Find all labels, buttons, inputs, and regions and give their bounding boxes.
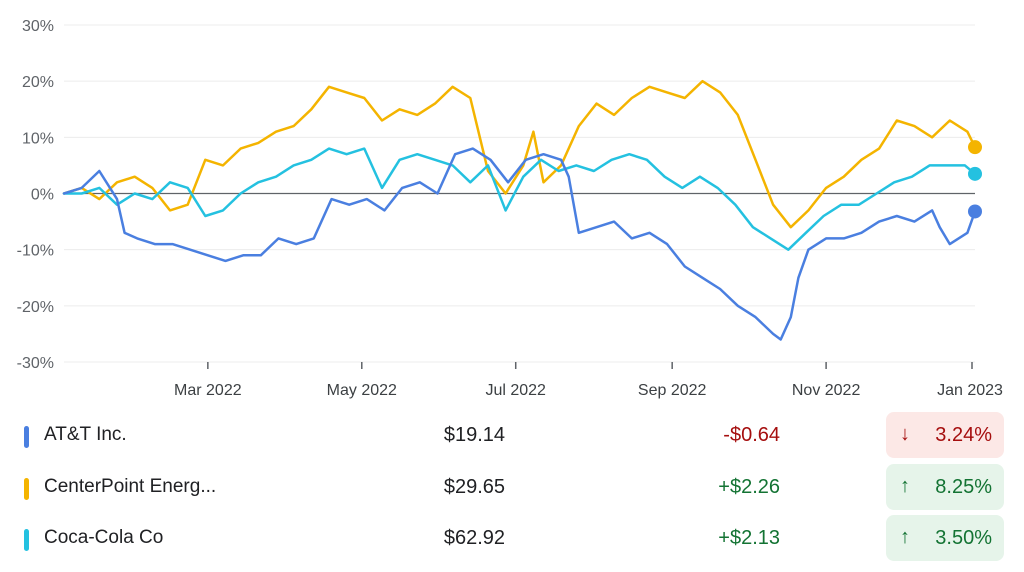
stock-price: $29.65 <box>443 476 505 498</box>
legend-row[interactable]: Coca-Cola Co $62.92 +$2.13 ↑ 3.50% <box>0 515 1024 563</box>
percent-change-badge: ↓ 3.24% <box>886 412 1004 458</box>
series-end-point <box>968 166 982 181</box>
chart-series <box>62 79 982 341</box>
y-axis: 30% 20% 10% 0% -10% -20% -30% <box>17 18 54 372</box>
y-tick-label: 10% <box>22 130 54 147</box>
stock-change: -$0.64 <box>723 424 780 446</box>
stock-name: Coca-Cola Co <box>44 527 164 548</box>
y-tick-label: 20% <box>22 74 54 91</box>
y-tick-label: -30% <box>17 355 54 372</box>
x-tick-label: Nov 2022 <box>792 382 861 399</box>
y-tick-label: 0% <box>31 187 54 204</box>
x-tick-label: May 2022 <box>327 382 397 399</box>
y-tick-label: -20% <box>17 299 54 316</box>
legend-row[interactable]: AT&T Inc. $19.14 -$0.64 ↓ 3.24% <box>0 412 1024 460</box>
stock-change: +$2.13 <box>718 527 780 549</box>
percent-change-badge: ↑ 3.50% <box>886 515 1004 561</box>
percent-change-badge: ↑ 8.25% <box>886 464 1004 510</box>
x-axis: Mar 2022 May 2022 Jul 2022 Sep 2022 Nov 2022… <box>174 362 1003 399</box>
series-color-swatch <box>24 529 29 551</box>
legend-row[interactable]: CenterPoint Energ... $29.65 +$2.26 ↑ 8.2… <box>0 464 1024 512</box>
stock-price: $62.92 <box>443 527 505 549</box>
percent-change: 8.25% <box>935 476 992 498</box>
arrow-down-icon: ↓ <box>900 423 910 445</box>
x-tick-label: Mar 2022 <box>174 382 242 399</box>
arrow-up-icon: ↑ <box>900 475 910 497</box>
series-color-swatch <box>24 478 29 500</box>
y-tick-label: 30% <box>22 18 54 35</box>
stock-price: $19.14 <box>443 424 505 446</box>
percent-change: 3.24% <box>935 424 992 446</box>
arrow-up-icon: ↑ <box>900 526 910 548</box>
stock-change: +$2.26 <box>718 476 780 498</box>
series-color-swatch <box>24 426 29 448</box>
y-tick-label: -10% <box>17 243 54 260</box>
stock-comparison-chart: 30% 20% 10% 0% -10% -20% -30% Mar 2022 May 2022… <box>17 18 1003 399</box>
series-end-point <box>968 204 982 219</box>
x-tick-label: Sep 2022 <box>638 382 707 399</box>
series-line <box>62 147 977 251</box>
series-line <box>62 79 977 229</box>
stock-name: CenterPoint Energ... <box>44 476 217 497</box>
chart-gridlines <box>64 24 975 363</box>
series-line <box>62 147 977 341</box>
percent-change: 3.50% <box>935 527 992 549</box>
stock-name: AT&T Inc. <box>44 424 127 445</box>
x-tick-label: Jul 2022 <box>485 382 546 399</box>
series-end-point <box>968 140 982 155</box>
x-tick-label: Jan 2023 <box>937 382 1003 399</box>
